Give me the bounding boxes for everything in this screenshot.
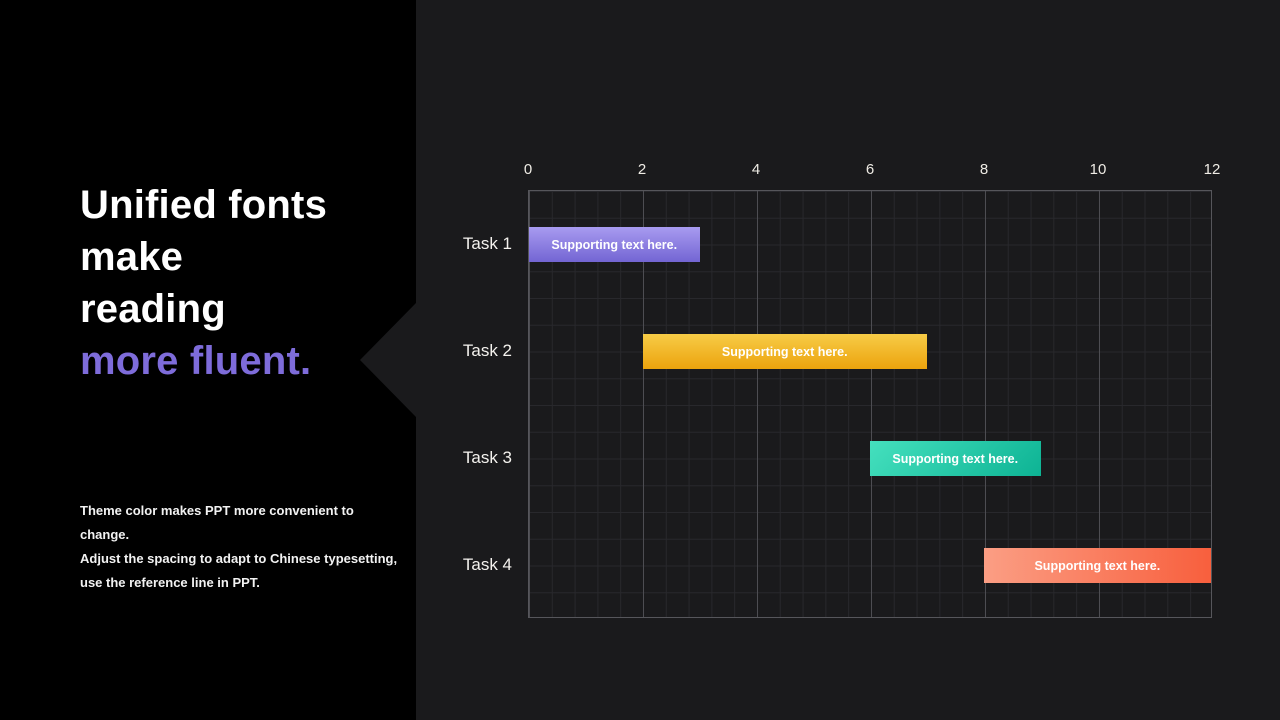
x-tick-label: 4 — [751, 161, 761, 178]
body-text-line: Adjust the spacing to adapt to Chinese t… — [80, 551, 398, 566]
left-panel: Unified fonts make reading more fluent. … — [0, 0, 416, 720]
body-text-line: change. — [80, 527, 130, 542]
slide-body-text: Theme color makes PPT more convenient to… — [80, 499, 400, 595]
x-axis-ticks: 0 2 4 6 8 10 12 — [524, 161, 1221, 183]
gantt-chart: 0 2 4 6 8 10 12 Task 1 Task 2 Task 3 Task 4 Suppo… — [416, 0, 1280, 720]
x-tick-label: 2 — [637, 161, 647, 178]
x-tick-label: 10 — [1089, 161, 1107, 178]
x-tick-label: 8 — [979, 161, 989, 178]
slide-title: Unified fonts make reading more fluent. — [80, 179, 380, 387]
gantt-bar-text: Supporting text here. — [551, 237, 678, 252]
slide-title-line: reading — [80, 287, 226, 331]
category-labels: Task 1 Task 2 Task 3 Task 4 — [416, 190, 512, 618]
gantt-bar-text: Supporting text here. — [721, 344, 848, 359]
gantt-bar-3: Supporting text here. — [870, 441, 1041, 476]
gantt-bar-1: Supporting text here. — [529, 227, 700, 262]
task-label: Task 3 — [462, 447, 512, 467]
gantt-bar-text: Supporting text here. — [892, 451, 1019, 466]
x-tick-label: 6 — [865, 161, 875, 178]
body-text-line: use the reference line in PPT. — [80, 575, 260, 590]
task-label: Task 4 — [462, 554, 512, 574]
gantt-bar-4: Supporting text here. — [983, 548, 1211, 583]
slide-title-accent: more fluent. — [80, 339, 312, 383]
task-label: Task 1 — [462, 233, 512, 253]
gantt-plot: Supporting text here. Supporting text her… — [528, 190, 1212, 618]
task-label: Task 2 — [462, 340, 512, 360]
body-text-line: Theme color makes PPT more convenient to — [80, 503, 354, 518]
x-tick-label: 12 — [1203, 161, 1221, 178]
slide-title-line: make — [80, 235, 184, 279]
gantt-bar-2: Supporting text here. — [642, 334, 927, 369]
x-tick-label: 0 — [523, 161, 533, 178]
gantt-bar-text: Supporting text here. — [1034, 558, 1161, 573]
slide-title-line: Unified fonts — [80, 183, 328, 227]
